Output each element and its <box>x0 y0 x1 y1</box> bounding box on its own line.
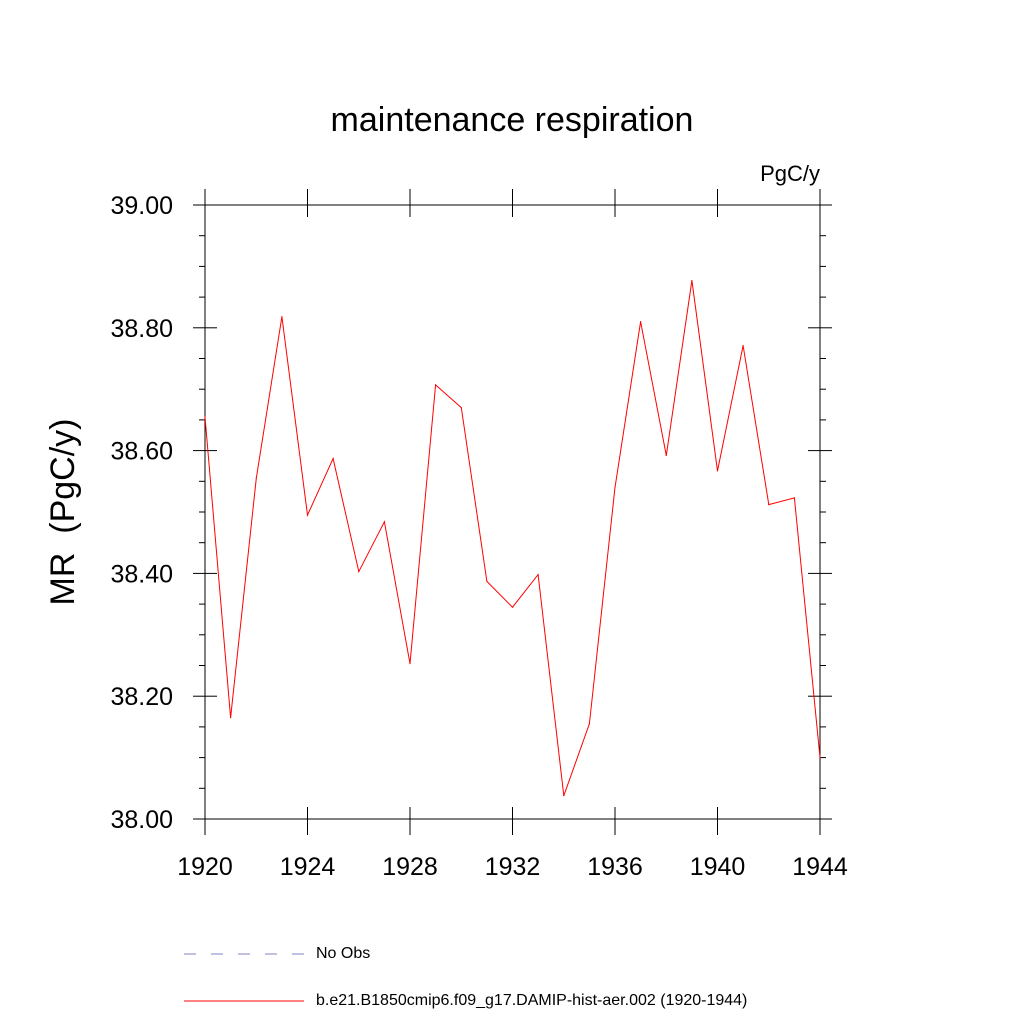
chart-title: maintenance respiration <box>331 101 694 139</box>
x-axis-ticks: 1920 1924 1928 1932 1936 1940 1944 <box>177 189 848 881</box>
data-point <box>716 470 719 472</box>
y-tick-label: 39.00 <box>110 192 173 220</box>
y-tick-label: 38.40 <box>110 560 173 588</box>
series-line <box>204 280 821 796</box>
data-point <box>793 497 795 499</box>
data-point <box>435 384 437 386</box>
data-point <box>640 321 642 323</box>
data-point <box>486 580 488 582</box>
data-point <box>281 316 283 318</box>
x-tick-label: 1932 <box>485 853 541 881</box>
units-label: PgC/y <box>760 161 820 186</box>
data-point <box>537 574 539 576</box>
x-tick-label: 1924 <box>280 853 336 881</box>
legend-swatch-dashed <box>184 953 304 955</box>
y-axis-ticks: 38.00 38.20 38.40 38.60 38.80 39.00 <box>110 192 832 834</box>
data-point <box>358 570 360 573</box>
data-point <box>614 486 616 489</box>
legend-item-no-obs: No Obs <box>184 944 370 964</box>
x-tick-label: 1928 <box>382 853 438 881</box>
data-point <box>691 279 693 282</box>
data-point <box>332 457 334 460</box>
data-point <box>409 663 411 665</box>
data-point <box>819 757 821 759</box>
data-point <box>563 795 565 797</box>
y-axis-label: MR (PgC/y) <box>44 419 82 606</box>
legend-swatch-solid <box>184 1000 304 1002</box>
data-point <box>255 477 257 479</box>
x-tick-label: 1944 <box>792 853 848 881</box>
data-point <box>511 606 514 608</box>
legend-label: No Obs <box>316 945 371 962</box>
y-tick-label: 38.20 <box>110 683 173 711</box>
data-point <box>768 504 770 506</box>
x-tick-label: 1936 <box>587 853 643 881</box>
y-tick-label: 38.80 <box>110 315 173 343</box>
series-layer <box>204 279 821 797</box>
data-point <box>742 345 744 347</box>
data-point <box>665 454 667 457</box>
y-tick-label: 38.60 <box>110 438 173 466</box>
data-point <box>230 717 232 719</box>
data-point <box>460 407 462 409</box>
x-tick-label: 1940 <box>690 853 746 881</box>
y-tick-label: 38.00 <box>110 806 173 834</box>
data-point <box>204 416 206 418</box>
x-tick-label: 1920 <box>177 853 233 881</box>
legend-label: b.e21.B1850cmip6.f09_g17.DAMIP-hist-aer.… <box>316 992 748 1009</box>
data-point <box>588 723 590 725</box>
legend-item-series: b.e21.B1850cmip6.f09_g17.DAMIP-hist-aer.… <box>184 991 747 1011</box>
plot-frame <box>204 204 821 820</box>
data-point <box>383 521 385 523</box>
data-point <box>306 514 309 516</box>
